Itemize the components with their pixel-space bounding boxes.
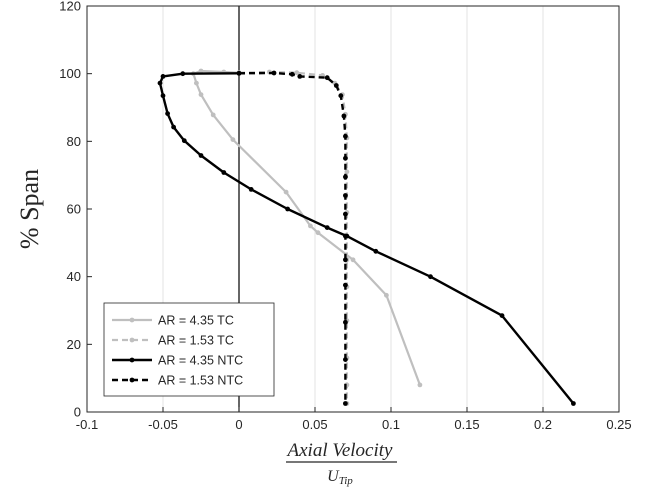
data-point	[198, 153, 204, 158]
data-point	[324, 225, 330, 231]
legend-label: AR = 1.53 TC	[158, 334, 234, 348]
data-point	[343, 211, 348, 217]
data-point	[499, 313, 505, 318]
x-tick-label: -0.05	[148, 417, 178, 432]
legend-marker	[129, 337, 135, 343]
legend-marker	[129, 317, 135, 323]
legend-entries: AR = 4.35 TC AR = 1.53 TC AR = 4.35 NTC AR …	[112, 314, 243, 388]
data-point	[343, 401, 348, 406]
y-tick-label: 40	[67, 269, 81, 284]
data-point	[283, 189, 289, 195]
y-tick-label: 0	[74, 405, 81, 420]
data-point	[221, 170, 227, 175]
data-point	[271, 70, 277, 76]
data-point	[350, 257, 356, 263]
data-point	[180, 71, 186, 77]
data-point	[297, 74, 303, 79]
data-point	[343, 133, 348, 139]
x-tick-label: 0.15	[454, 417, 479, 432]
data-point	[343, 233, 348, 239]
x-tick-label: 0.05	[302, 417, 327, 432]
data-point	[294, 70, 300, 76]
y-tick-label: 100	[59, 66, 81, 81]
data-point	[165, 111, 171, 116]
data-point	[160, 93, 166, 99]
y-axis-label: % Span	[15, 169, 44, 249]
x-axis-label-denominator-sub: Tip	[339, 475, 354, 487]
data-point	[373, 248, 379, 254]
data-point	[571, 401, 576, 406]
data-point	[341, 113, 347, 119]
data-point	[324, 75, 330, 81]
data-point	[343, 282, 348, 288]
data-point	[236, 70, 242, 76]
series-4	[236, 70, 348, 406]
legend-marker	[129, 377, 135, 383]
data-point	[194, 80, 199, 86]
legend-label: AR = 1.53 NTC	[158, 374, 243, 388]
data-point	[181, 138, 187, 144]
y-tick-label: 80	[67, 134, 81, 149]
legend-label: AR = 4.35 TC	[158, 314, 234, 328]
data-point	[343, 193, 348, 198]
x-axis-label-numerator: Axial Velocity	[286, 440, 394, 461]
data-point	[289, 71, 295, 77]
x-axis-label: Axial Velocity UTip	[286, 440, 397, 487]
y-tick-label: 20	[67, 337, 81, 352]
data-point	[210, 112, 216, 118]
data-point	[338, 93, 344, 99]
x-tick-label: 0.25	[606, 417, 631, 432]
data-point	[384, 292, 389, 298]
data-point	[160, 74, 166, 79]
y-ticks: 0 20 40 60 80 100 120	[59, 0, 92, 420]
y-tick-label: 120	[59, 0, 81, 14]
data-point	[343, 155, 348, 161]
series-group	[157, 68, 576, 406]
data-point	[285, 206, 290, 212]
legend-label: AR = 4.35 NTC	[158, 354, 243, 368]
series-line	[238, 70, 348, 404]
data-point	[343, 319, 348, 325]
data-point	[230, 137, 236, 143]
data-point	[198, 68, 204, 74]
legend: AR = 4.35 TC AR = 1.53 TC AR = 4.35 NTC AR …	[103, 302, 275, 397]
series-3	[157, 70, 576, 406]
data-point	[308, 223, 313, 229]
data-point	[343, 357, 348, 362]
data-point	[417, 382, 423, 388]
data-point	[248, 187, 254, 192]
y-tick-label: 60	[67, 202, 81, 217]
data-point	[343, 257, 348, 263]
x-tick-label: 0	[235, 417, 242, 432]
data-point	[343, 174, 348, 180]
data-point	[171, 124, 177, 130]
data-point	[157, 80, 163, 86]
data-point	[198, 92, 204, 97]
x-tick-label: 0.1	[382, 417, 400, 432]
legend-marker	[129, 357, 135, 363]
data-point	[333, 83, 339, 88]
data-point	[315, 230, 321, 236]
x-axis-label-denominator: UTip	[327, 468, 353, 487]
x-ticks: -0.1 -0.05 0 0.05 0.1 0.15 0.2 0.25	[76, 407, 632, 432]
x-tick-label: -0.1	[76, 417, 98, 432]
x-axis-label-denominator-main: U	[327, 468, 340, 485]
data-point	[428, 274, 433, 280]
x-tick-label: 0.2	[534, 417, 552, 432]
data-point	[344, 169, 350, 175]
